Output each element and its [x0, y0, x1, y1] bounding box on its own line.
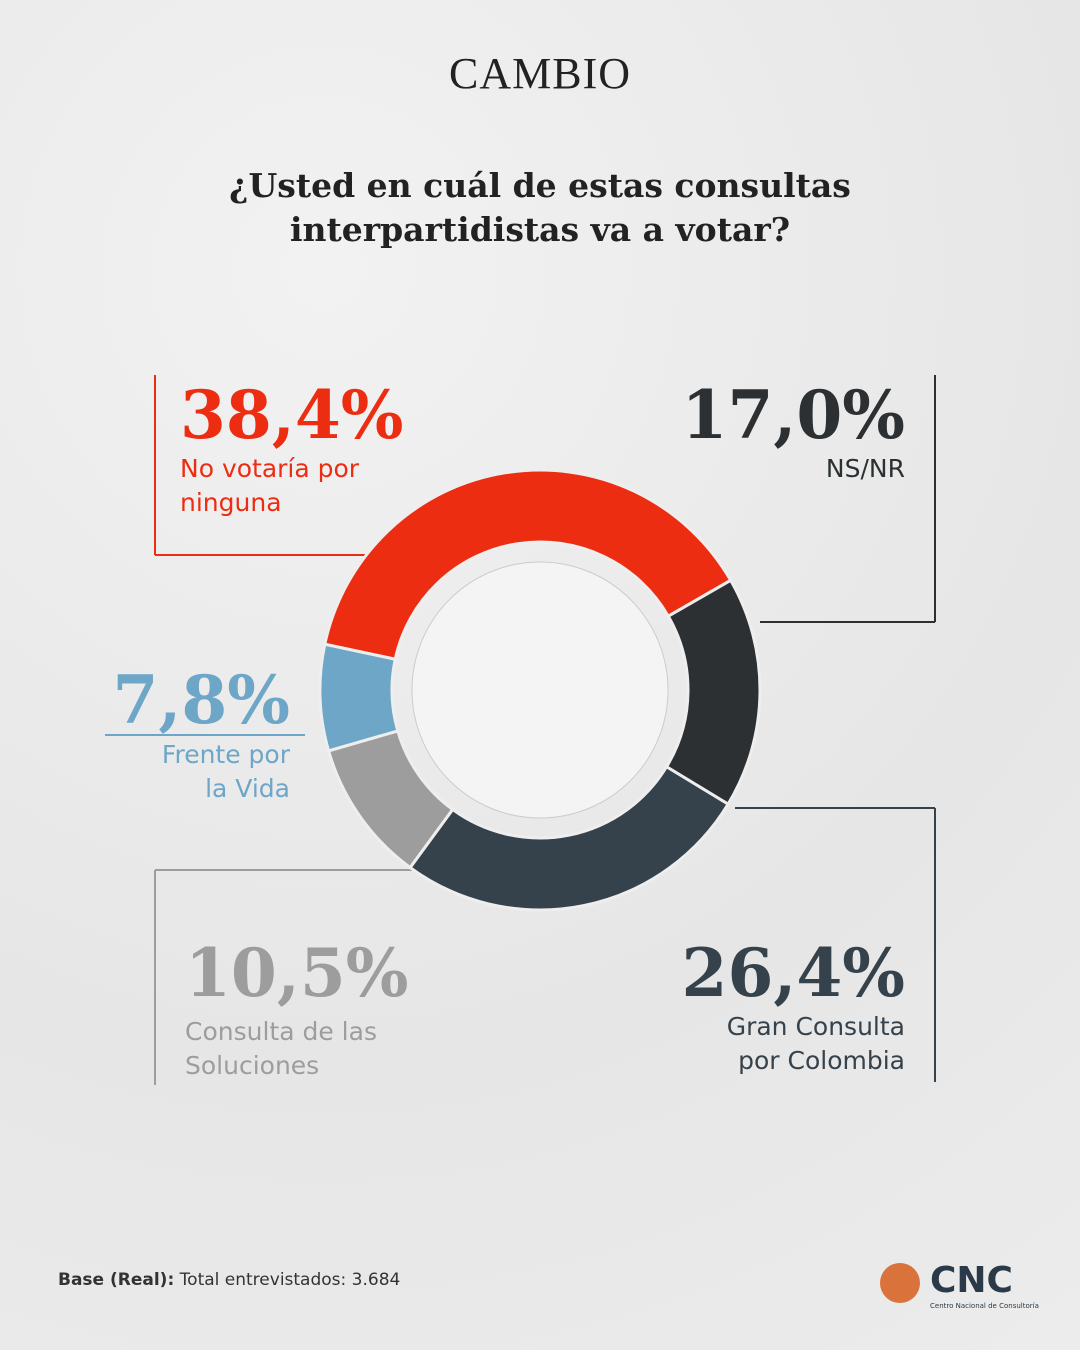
donut-segment — [323, 468, 733, 662]
donut-segment — [318, 642, 400, 753]
category-label: NS/NR — [825, 454, 905, 483]
base-label: Base (Real): — [58, 1270, 175, 1290]
donut-segment — [408, 764, 731, 912]
donut-segment — [664, 578, 762, 807]
value-label: 10,5% — [185, 934, 409, 1012]
value-label: 38,4% — [180, 376, 404, 454]
logo: CNC — [930, 1260, 1013, 1301]
category-label: Frente por la Vida — [161, 740, 290, 803]
base-text: Total entrevistados: 3.684 — [179, 1270, 401, 1290]
value-label: 17,0% — [681, 376, 905, 454]
brand: CAMBIO — [448, 49, 632, 98]
value-label: 7,8% — [112, 661, 290, 739]
footnote: Base (Real): Total entrevistados: 3.684 — [58, 1270, 400, 1290]
logo-sub: Centro Nacional de Consultoría — [930, 1302, 1039, 1310]
chart-title: ¿Usted en cuál de estas consultas interp… — [229, 166, 851, 249]
category-label: Consulta de las Soluciones — [185, 1017, 377, 1080]
logo-icon — [880, 1263, 920, 1303]
value-label: 26,4% — [681, 934, 905, 1012]
category-label: No votaría por ninguna — [180, 454, 360, 517]
category-label: Gran Consulta por Colombia — [726, 1012, 905, 1075]
center-photo-collage — [411, 561, 669, 819]
